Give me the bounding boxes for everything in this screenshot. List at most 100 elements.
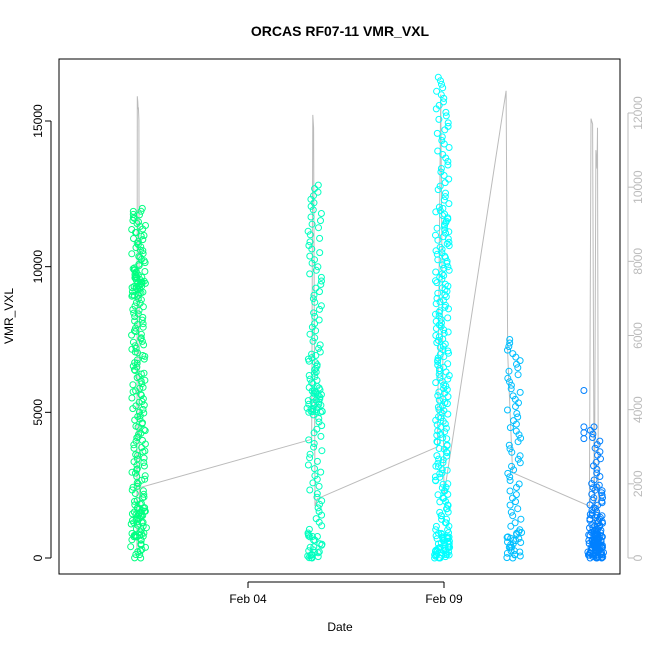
scatter-point xyxy=(312,396,320,404)
scatter-point xyxy=(441,179,449,187)
scatter-point xyxy=(436,367,443,375)
scatter-point xyxy=(138,530,145,538)
scatter-point xyxy=(513,410,521,417)
scatter-point xyxy=(434,289,442,297)
scatter-point xyxy=(310,309,318,317)
scatter-point xyxy=(317,432,325,440)
scatter-point xyxy=(433,250,441,258)
scatter-point xyxy=(442,229,449,237)
scatter-point xyxy=(506,477,514,484)
scatter-point xyxy=(434,392,442,400)
scatter-point xyxy=(439,233,447,241)
scatter-point xyxy=(135,291,142,299)
scatter-point xyxy=(441,222,448,230)
y-tick-label: 10000 xyxy=(31,250,45,284)
scatter-point xyxy=(128,284,136,292)
scatter-point xyxy=(445,228,453,236)
scatter-point xyxy=(590,423,598,431)
scatter-point xyxy=(503,554,511,562)
scatter-point xyxy=(436,307,444,315)
scatter-point xyxy=(128,331,136,339)
scatter-point xyxy=(132,422,140,430)
scatter-point xyxy=(589,434,596,441)
scatter-point xyxy=(139,436,146,444)
scatter-point xyxy=(134,514,142,522)
scatter-point xyxy=(141,507,149,515)
scatter-point xyxy=(585,531,593,539)
scatter-point xyxy=(139,236,147,244)
scatter-point xyxy=(438,466,446,474)
scatter-point xyxy=(439,459,447,467)
scatter-point xyxy=(131,270,139,278)
x-tick-label: Feb 09 xyxy=(425,592,463,606)
scatter-point xyxy=(129,381,137,389)
scatter-point xyxy=(435,370,443,378)
scatter-point xyxy=(444,410,452,418)
scatter-point xyxy=(433,279,441,287)
scatter-point xyxy=(440,272,448,279)
scatter-point xyxy=(315,344,323,352)
scatter-point xyxy=(435,455,443,463)
scatter-point xyxy=(504,538,511,546)
scatter-point xyxy=(433,535,441,543)
scatter-point xyxy=(431,473,439,481)
scatter-point xyxy=(441,487,449,495)
scatter-point xyxy=(316,500,324,508)
scatter-point xyxy=(132,525,140,533)
scatter-point xyxy=(135,511,143,519)
scatter-point xyxy=(440,381,448,389)
scatter-point xyxy=(435,203,443,211)
scatter-point xyxy=(140,462,148,470)
scatter-point xyxy=(439,84,447,92)
scatter-point xyxy=(511,395,519,403)
scatter-point xyxy=(129,362,137,370)
scatter-point xyxy=(506,336,514,343)
scatter-point xyxy=(441,519,449,527)
scatter-point xyxy=(140,232,148,239)
scatter-point xyxy=(439,342,447,350)
scatter-point xyxy=(139,320,147,328)
scatter-point xyxy=(437,549,445,557)
scatter-point xyxy=(130,366,138,374)
scatter-point xyxy=(435,445,443,452)
scatter-point xyxy=(442,254,449,262)
scatter-point xyxy=(436,182,444,190)
scatter-point xyxy=(507,381,515,389)
scatter-point xyxy=(317,210,325,217)
scatter-point xyxy=(516,548,524,556)
scatter-point xyxy=(309,408,317,416)
scatter-point xyxy=(439,395,447,403)
scatter-point xyxy=(442,112,450,120)
scatter-point xyxy=(316,348,324,356)
scatter-point xyxy=(594,451,601,459)
scatter-point xyxy=(309,206,317,214)
scatter-point xyxy=(314,553,322,561)
scatter-point xyxy=(504,374,512,382)
scatter-point xyxy=(433,339,441,347)
scatter-point xyxy=(443,466,451,474)
scatter-point xyxy=(436,243,444,251)
scatter-point xyxy=(314,263,322,271)
scatter-point xyxy=(138,444,146,451)
scatter-point xyxy=(433,438,441,445)
scatter-point xyxy=(439,204,447,212)
scatter-point xyxy=(435,388,443,396)
scatter-point xyxy=(580,387,588,394)
scatter-point xyxy=(305,384,313,391)
scatter-point xyxy=(133,434,141,442)
scatter-point xyxy=(504,346,511,354)
scatter-point xyxy=(128,288,136,296)
scatter-point xyxy=(443,441,451,449)
scatter-point xyxy=(137,499,145,507)
scatter-point xyxy=(508,448,516,456)
scatter-point xyxy=(437,512,445,520)
scatter-point xyxy=(311,298,319,306)
scatter-point xyxy=(444,508,452,516)
scatter-point xyxy=(443,452,451,460)
scatter-point xyxy=(445,144,453,151)
scatter-point xyxy=(308,259,316,267)
scatter-point xyxy=(443,240,451,248)
y2-tick-label: 12000 xyxy=(631,96,645,130)
scatter-point xyxy=(509,512,517,520)
scatter-point xyxy=(132,451,140,459)
